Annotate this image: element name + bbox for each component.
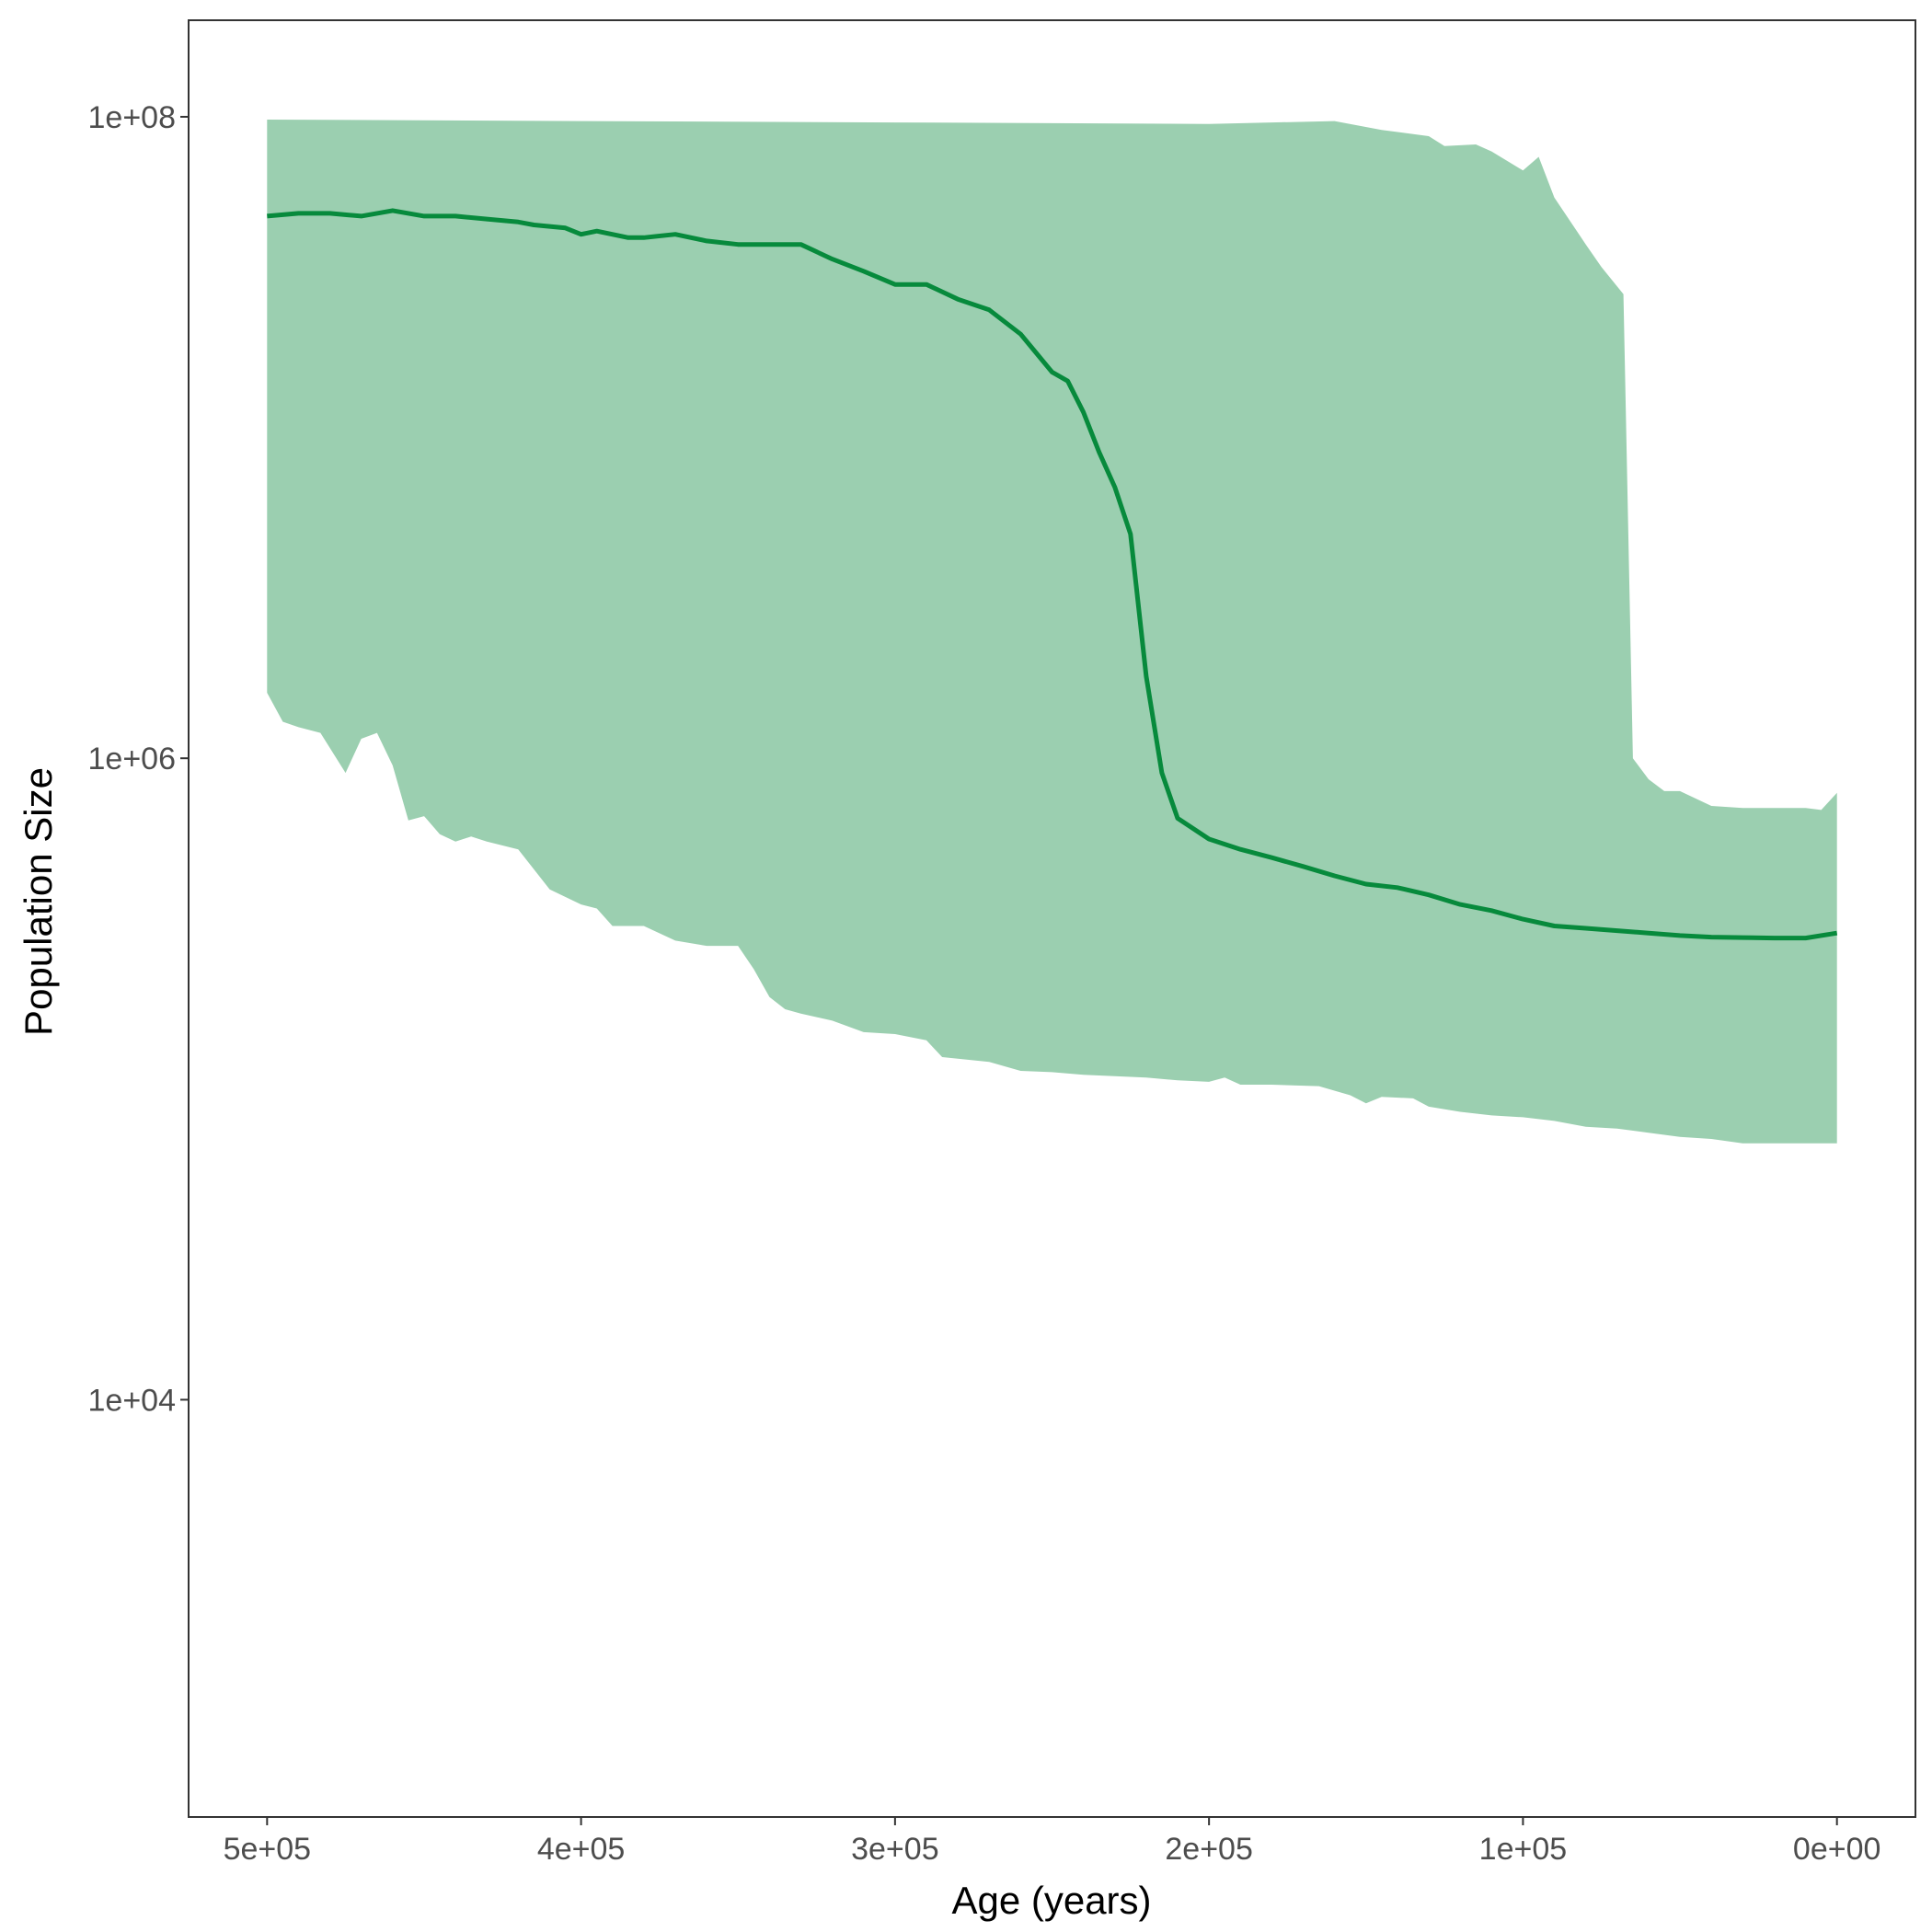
x-tick-label: 0e+00 [1793, 1832, 1881, 1867]
y-axis-title: Population Size [17, 767, 60, 1036]
x-tick-label: 3e+05 [851, 1832, 939, 1867]
median-line [267, 208, 1838, 941]
confidence-band [267, 120, 1837, 1144]
x-tick-label: 5e+05 [224, 1832, 312, 1867]
y-tick-label: 1e+04 [88, 1383, 177, 1418]
plot-border [188, 19, 1916, 1818]
x-axis-title: Age (years) [951, 1879, 1151, 1922]
x-axis: 5e+05 4e+05 3e+05 2e+05 1e+05 0e+00 [224, 1817, 1881, 1867]
x-tick-label: 1e+05 [1479, 1832, 1568, 1867]
y-tick-label: 1e+06 [88, 742, 177, 776]
x-tick-label: 2e+05 [1165, 1832, 1253, 1867]
y-axis: 1e+08 1e+06 1e+04 [88, 100, 189, 1418]
y-tick-label: 1e+08 [88, 100, 177, 135]
plot-area [188, 19, 1916, 1818]
x-tick-label: 4e+05 [537, 1832, 626, 1867]
